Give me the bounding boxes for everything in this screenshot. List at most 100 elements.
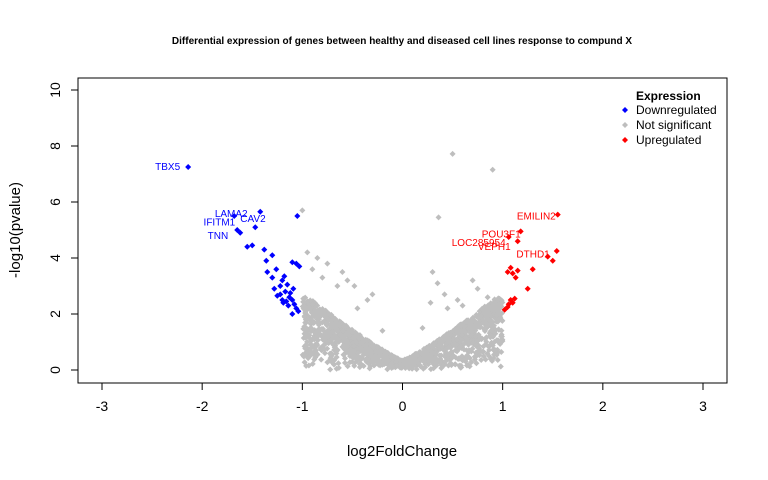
ns-point (492, 330, 499, 337)
ns-point (335, 360, 342, 367)
legend-marker (622, 137, 628, 143)
ns-point (468, 317, 475, 324)
gene-label: VEPH1 (478, 242, 511, 253)
ns-point (499, 337, 506, 344)
ns-point (374, 344, 381, 351)
ns-point (494, 357, 501, 364)
series-upregulated (501, 211, 561, 313)
ns-point (321, 350, 328, 357)
ns-point (498, 348, 505, 355)
ns-point (456, 362, 463, 369)
ns-point (476, 348, 483, 355)
data-point (279, 277, 286, 284)
x-tick-label: 2 (599, 398, 607, 414)
ns-point (463, 362, 470, 369)
gene-label: POU3F1 (482, 229, 521, 240)
ns-point (433, 362, 440, 369)
y-tick-label: 6 (47, 198, 63, 206)
data-point (489, 166, 496, 173)
ns-point (356, 354, 363, 361)
y-tick-label: 8 (47, 142, 63, 150)
ns-point (485, 302, 492, 309)
ns-point (487, 355, 494, 362)
data-point (504, 269, 511, 275)
ns-point (472, 333, 479, 340)
ns-point (428, 351, 435, 358)
data-point (514, 267, 521, 274)
ns-point (414, 359, 421, 366)
gene-label: TBX5 (155, 162, 180, 173)
data-point (264, 269, 271, 275)
ns-point (324, 315, 331, 322)
data-point (261, 246, 268, 253)
ns-point (340, 328, 347, 335)
ns-point (334, 321, 341, 328)
ns-point (321, 346, 328, 353)
data-point (509, 299, 516, 306)
gene-label: CAV2 (240, 214, 266, 225)
data-point (299, 207, 306, 214)
data-point (354, 305, 361, 312)
ns-point (352, 359, 359, 366)
data-point (309, 266, 316, 273)
ns-point (459, 357, 466, 364)
ns-point (369, 342, 376, 349)
plot-frame (77, 77, 728, 384)
ns-point (499, 317, 506, 324)
ns-point (363, 341, 370, 348)
ns-point (417, 363, 424, 370)
ns-point (304, 316, 311, 323)
data-point (379, 327, 386, 334)
ns-point (492, 347, 499, 354)
ns-point (411, 353, 418, 360)
data-points (185, 150, 561, 373)
data-point (269, 252, 276, 259)
ns-point (329, 336, 336, 343)
ns-point (316, 326, 323, 333)
ns-point (318, 356, 325, 363)
legend-title: Expression (636, 89, 701, 103)
ns-point (463, 355, 470, 362)
ns-point (351, 343, 358, 350)
ns-point (369, 359, 376, 366)
ns-point (337, 332, 344, 339)
ns-point (468, 325, 475, 332)
ns-point (482, 356, 489, 363)
x-tick-label: 0 (399, 398, 407, 414)
data-point (185, 164, 192, 170)
data-point (281, 273, 288, 280)
ns-point (454, 337, 461, 344)
y-tick-label: 10 (47, 82, 63, 98)
ns-point (377, 362, 384, 369)
ns-point (341, 359, 348, 366)
ns-point (478, 357, 485, 364)
ns-point (367, 349, 374, 356)
ns-point (340, 351, 347, 358)
ns-point (425, 358, 432, 365)
ns-point (325, 310, 332, 317)
ns-point (362, 337, 369, 344)
ns-point (468, 359, 475, 366)
data-point (231, 213, 238, 219)
ns-point (486, 342, 493, 349)
data-point (524, 285, 531, 292)
data-point (441, 291, 448, 298)
ns-point (471, 356, 478, 363)
gene-label: TNN (208, 231, 229, 242)
ns-point (433, 351, 440, 358)
ns-point (344, 363, 351, 370)
ns-point (425, 344, 432, 351)
data-point (252, 224, 259, 231)
legend-marker (622, 107, 628, 113)
ns-point (450, 341, 457, 348)
ns-point (455, 346, 462, 353)
ns-point (495, 297, 502, 304)
data-point (289, 297, 296, 303)
y-tick-label: 0 (47, 366, 63, 374)
data-point (290, 285, 297, 292)
data-point (544, 253, 551, 260)
ns-point (422, 361, 429, 368)
data-point (364, 297, 371, 303)
x-tick-label: -3 (96, 398, 109, 414)
